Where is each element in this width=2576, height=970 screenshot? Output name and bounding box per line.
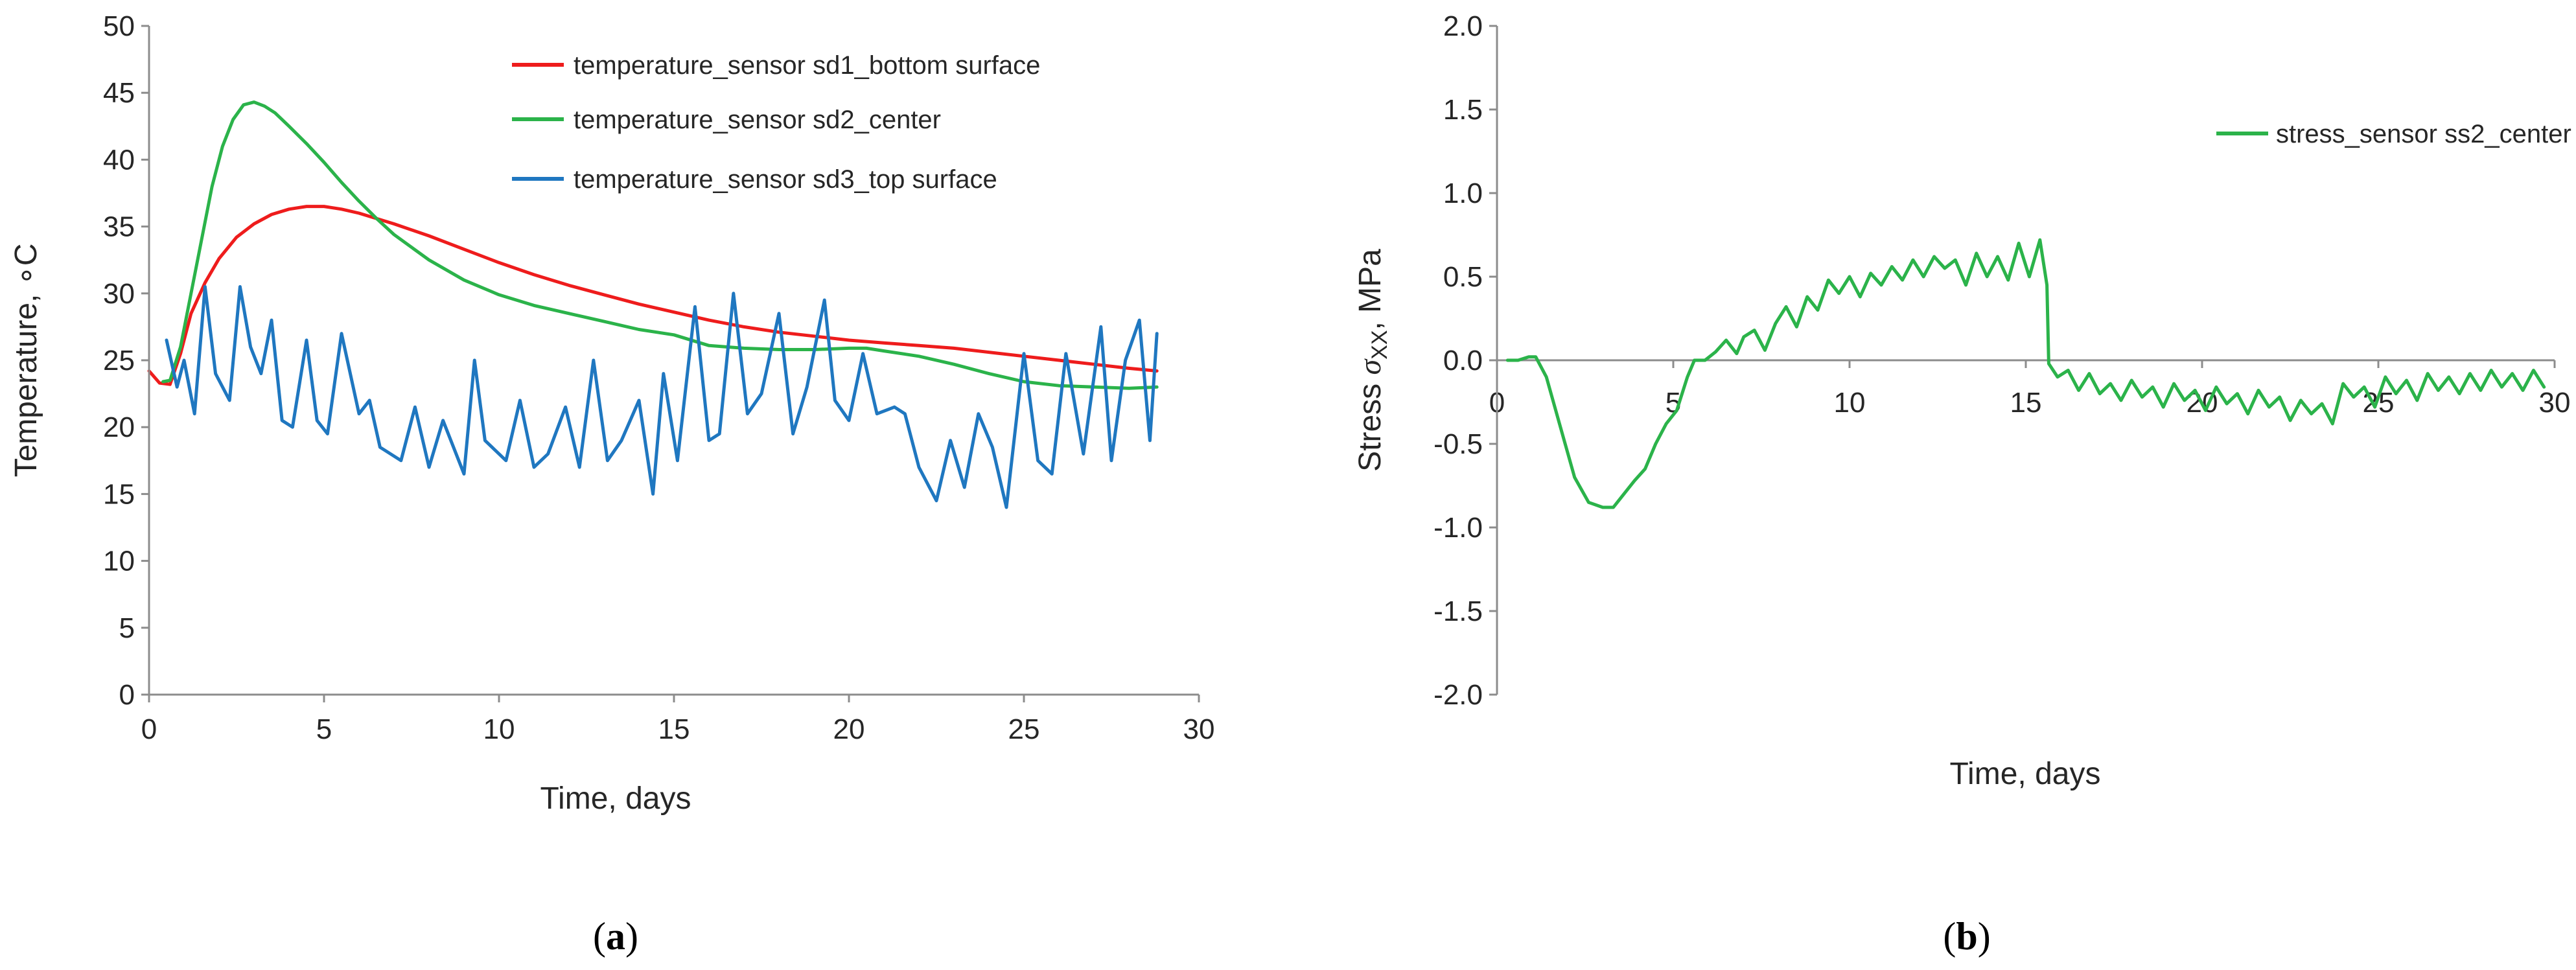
panel-b-y-title-suffix: , MPa (1353, 249, 1387, 330)
panel-b-label-letter: b (1956, 915, 1977, 958)
panel-b-y-title-sigma: σ (1353, 358, 1387, 375)
series-line-1 (147, 205, 1159, 386)
panel-b-y-title-prefix: Stress (1353, 375, 1387, 472)
panel-b-label: (b) (1943, 915, 1990, 958)
panel-a-label-letter: a (606, 915, 625, 958)
panel-a-ticks: 0 5 10 15 20 25 30 35 40 45 50 0 5 10 15 20 25 30 (103, 10, 1214, 745)
panel-a-label: (a) (593, 915, 638, 958)
y-tick-label: 35 (103, 211, 135, 243)
series-line-3 (165, 285, 1159, 509)
panel-a-temperature-chart: 0 5 10 15 20 25 30 35 40 45 50 0 5 10 15 20 25 30 Time, d… (9, 10, 1214, 958)
panel-b-x-axis-title: Time, days (1950, 757, 2101, 791)
panel-b-y-axis-title: Stress σXX, MPa (1353, 249, 1392, 472)
y-tick-label: 50 (103, 10, 135, 42)
y-tick-label: 15 (103, 478, 135, 510)
series-line-1 (1505, 238, 2546, 509)
legend-label-sd2: temperature_sensor sd2_center (574, 106, 941, 134)
x-tick-label: 10 (483, 713, 515, 745)
y-tick-label: 25 (103, 345, 135, 376)
panel-a-x-axis-title: Time, days (540, 781, 691, 816)
legend-label-sd3: temperature_sensor sd3_top surface (574, 165, 997, 194)
legend-label-sd1: temperature_sensor sd1_bottom surface (574, 51, 1040, 80)
panel-a-y-axis-title: Temperature, ∘C (9, 244, 43, 478)
x-tick-label: 30 (2539, 387, 2571, 419)
y-tick-label: -2.0 (1433, 679, 1483, 711)
y-tick-label: -1.0 (1433, 512, 1483, 544)
x-tick-label: 25 (1008, 713, 1040, 745)
legend-label-ss2: stress_sensor ss2_center (2276, 120, 2571, 148)
x-tick-label: 15 (2010, 387, 2042, 419)
x-tick-label: 0 (141, 713, 157, 745)
y-tick-label: 0 (119, 679, 135, 711)
y-tick-label: 5 (119, 612, 135, 644)
y-tick-label: 2.0 (1443, 10, 1483, 42)
y-tick-label: 0.5 (1443, 261, 1483, 293)
y-tick-label: 20 (103, 411, 135, 443)
y-tick-label: 10 (103, 546, 135, 577)
x-tick-label: 30 (1183, 713, 1215, 745)
y-tick-label: 1.5 (1443, 94, 1483, 126)
y-tick-label: 45 (103, 77, 135, 109)
panel-b-y-title-sub: XX (1367, 330, 1392, 359)
y-tick-label: 40 (103, 144, 135, 176)
x-tick-label: 10 (1834, 387, 1866, 419)
x-tick-label: 20 (833, 713, 865, 745)
y-tick-label: -1.5 (1433, 595, 1483, 627)
x-tick-label: 15 (658, 713, 690, 745)
panel-a-series (147, 100, 1159, 509)
panel-a-legend: temperature_sensor sd1_bottom surface te… (512, 51, 1040, 194)
y-tick-label: 0.0 (1443, 345, 1483, 376)
panel-b-legend: stress_sensor ss2_center (2216, 120, 2571, 148)
y-tick-label: 1.0 (1443, 178, 1483, 209)
panel-b-series (1505, 238, 2546, 509)
y-tick-label: -0.5 (1433, 428, 1483, 460)
panel-b-stress-chart: 2.01.51.00.50.0-0.5-1.0-1.5-2.00 5 10 15 20 2… (1353, 10, 2571, 958)
x-tick-label: 5 (316, 713, 332, 745)
series-line-2 (161, 100, 1159, 390)
y-tick-label: 30 (103, 278, 135, 310)
